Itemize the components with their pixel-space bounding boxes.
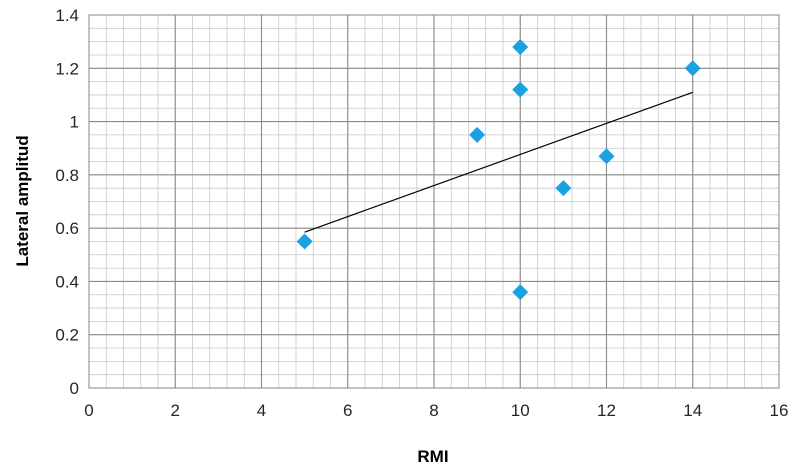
trendline [304,91,693,233]
x-tick-label: 6 [343,401,352,420]
data-point-diamond [598,148,615,165]
y-axis-title: Lateral amplitud [13,135,32,266]
x-tick-label: 12 [597,401,616,420]
x-tick-label: 2 [171,401,180,420]
x-axis-tick-labels: 0 2 4 6 8 10 12 14 16 [84,401,788,420]
y-tick-label: 1 [70,113,79,132]
x-tick-label: 10 [511,401,530,420]
data-point-diamond [512,81,529,98]
y-axis-tick-labels: 0 0.2 0.4 0.6 0.8 1 1.2 1.4 [55,6,79,398]
major-gridlines [89,15,779,388]
data-point-diamond [684,60,701,77]
y-tick-label: 0.8 [55,166,79,185]
y-tick-label: 0.4 [55,272,79,291]
data-point-diamond [512,38,529,55]
x-tick-label: 8 [429,401,438,420]
y-tick-label: 1.4 [55,6,79,25]
y-tick-label: 0 [70,379,79,398]
y-tick-label: 0.2 [55,326,79,345]
data-point-diamond [296,233,313,250]
x-tick-label: 0 [84,401,93,420]
data-point-diamond [469,126,486,143]
trendline-group [304,91,693,233]
plot-area-border [88,14,780,389]
x-tick-label: 16 [770,401,789,420]
x-axis-title: RMI [417,447,448,466]
data-point-diamond [512,284,529,301]
y-tick-label: 1.2 [55,59,79,78]
y-tick-label: 0.6 [55,219,79,238]
data-points [296,38,701,301]
x-tick-label: 14 [683,401,702,420]
x-tick-label: 4 [257,401,266,420]
data-point-diamond [555,180,572,197]
